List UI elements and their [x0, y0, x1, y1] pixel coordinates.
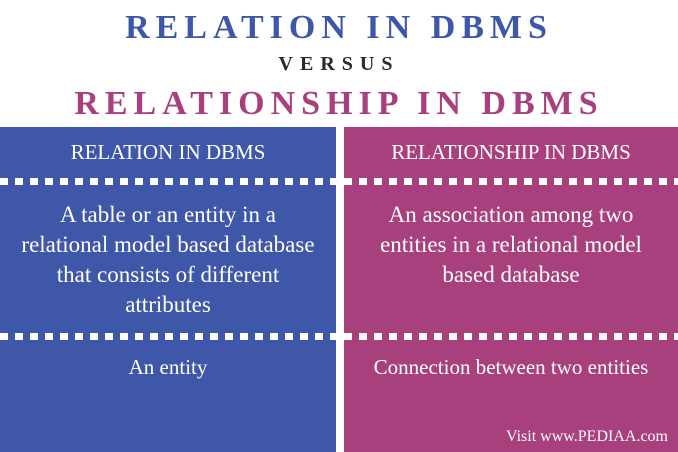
relation-header: RELATION IN DBMS	[70, 140, 266, 164]
dotted-divider	[0, 333, 336, 340]
relationship-represents: Connection between two entities	[373, 355, 649, 379]
relation-represents: An entity	[128, 355, 208, 379]
relationship-header: RELATIONSHIP IN DBMS	[391, 140, 631, 164]
title-block: RELATION IN DBMS VERSUS RELATIONSHIP IN …	[0, 0, 678, 126]
relation-definition: A table or an entity in a relational mod…	[21, 202, 315, 317]
relation-column: RELATION IN DBMS A table or an entity in…	[0, 127, 336, 452]
dotted-divider	[344, 333, 678, 340]
title-versus: VERSUS	[278, 53, 400, 75]
dotted-divider	[0, 178, 336, 185]
title-relation: RELATION IN DBMS	[125, 9, 553, 46]
relationship-definition: An association among two entities in a r…	[380, 202, 642, 287]
pediaa-credit: Visit www.PEDIAA.com	[506, 428, 668, 445]
relationship-column: RELATIONSHIP IN DBMS An association amon…	[344, 127, 678, 452]
title-relationship: RELATIONSHIP IN DBMS	[74, 85, 604, 122]
dotted-divider	[344, 178, 678, 185]
